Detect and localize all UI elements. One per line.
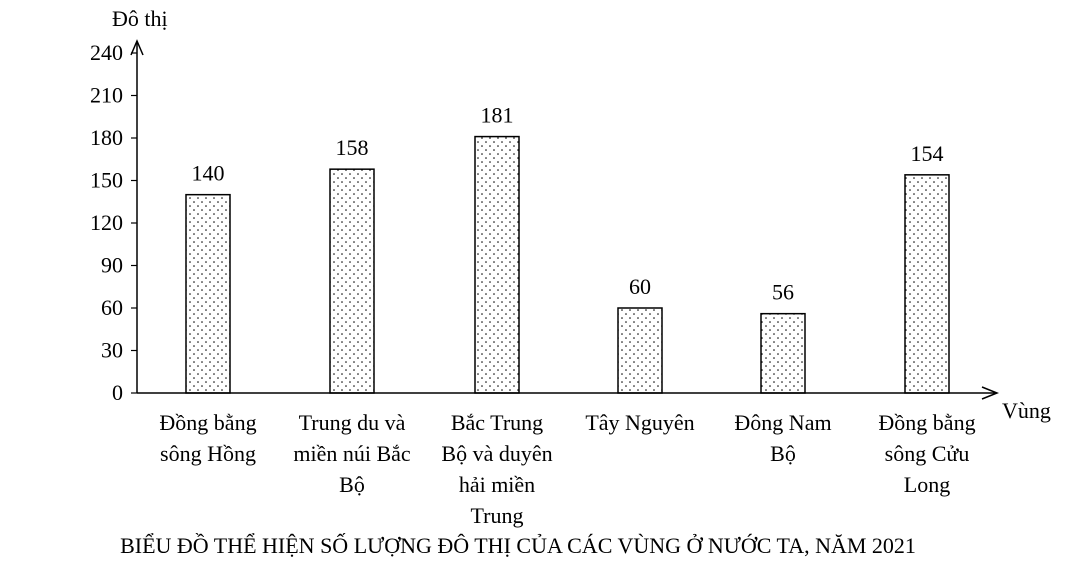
x-tick-label: Trung du và miền núi Bắc Bộ <box>293 410 411 497</box>
x-tick-label: Đông Nam Bộ <box>734 410 831 466</box>
value-labels: 140 158 181 60 56 154 <box>192 103 944 305</box>
y-tick-label: 210 <box>90 83 123 108</box>
data-label: 56 <box>772 280 794 305</box>
y-tick-label: 60 <box>101 295 123 320</box>
data-label: 140 <box>192 161 225 186</box>
x-tick-label: Đồng bằng sông Hồng <box>159 410 256 466</box>
y-axis-label: Đô thị <box>112 6 168 31</box>
x-axis-arrow <box>981 386 1000 400</box>
data-label: 154 <box>911 141 944 166</box>
y-tick-label: 240 <box>90 40 123 65</box>
data-label: 158 <box>336 135 369 160</box>
y-tick-label: 0 <box>112 380 123 405</box>
x-tick-label: Tây Nguyên <box>585 410 694 435</box>
y-axis-arrow <box>130 39 144 56</box>
axes <box>130 39 1000 400</box>
bar <box>760 312 806 394</box>
y-tick-label: 30 <box>101 338 123 363</box>
x-tick-label: Bắc Trung Bộ và duyên hải miền Trung <box>441 410 552 528</box>
bar <box>185 193 231 394</box>
bar <box>904 174 950 394</box>
data-label: 60 <box>629 274 651 299</box>
x-tick-label: Đồng bằng sông Cửu Long <box>878 410 975 497</box>
y-tick-label: 150 <box>90 168 123 193</box>
x-axis-label: Vùng <box>1002 398 1051 423</box>
y-tick-label: 180 <box>90 125 123 150</box>
bar <box>329 168 375 394</box>
bars <box>185 135 950 394</box>
y-tick-label: 90 <box>101 253 123 278</box>
bar <box>617 307 663 394</box>
category-labels: Đồng bằng sông Hồng Trung du và miền núi Bắ… <box>159 410 975 528</box>
y-tick-label: 120 <box>90 210 123 235</box>
chart-title: BIỂU ĐỒ THỂ HIỆN SỐ LƯỢNG ĐÔ THỊ CỦA CÁC… <box>120 533 916 558</box>
y-axis-ticks: 0 30 60 90 120 150 180 210 240 <box>90 40 137 405</box>
bar <box>474 135 520 394</box>
data-label: 181 <box>481 103 514 128</box>
